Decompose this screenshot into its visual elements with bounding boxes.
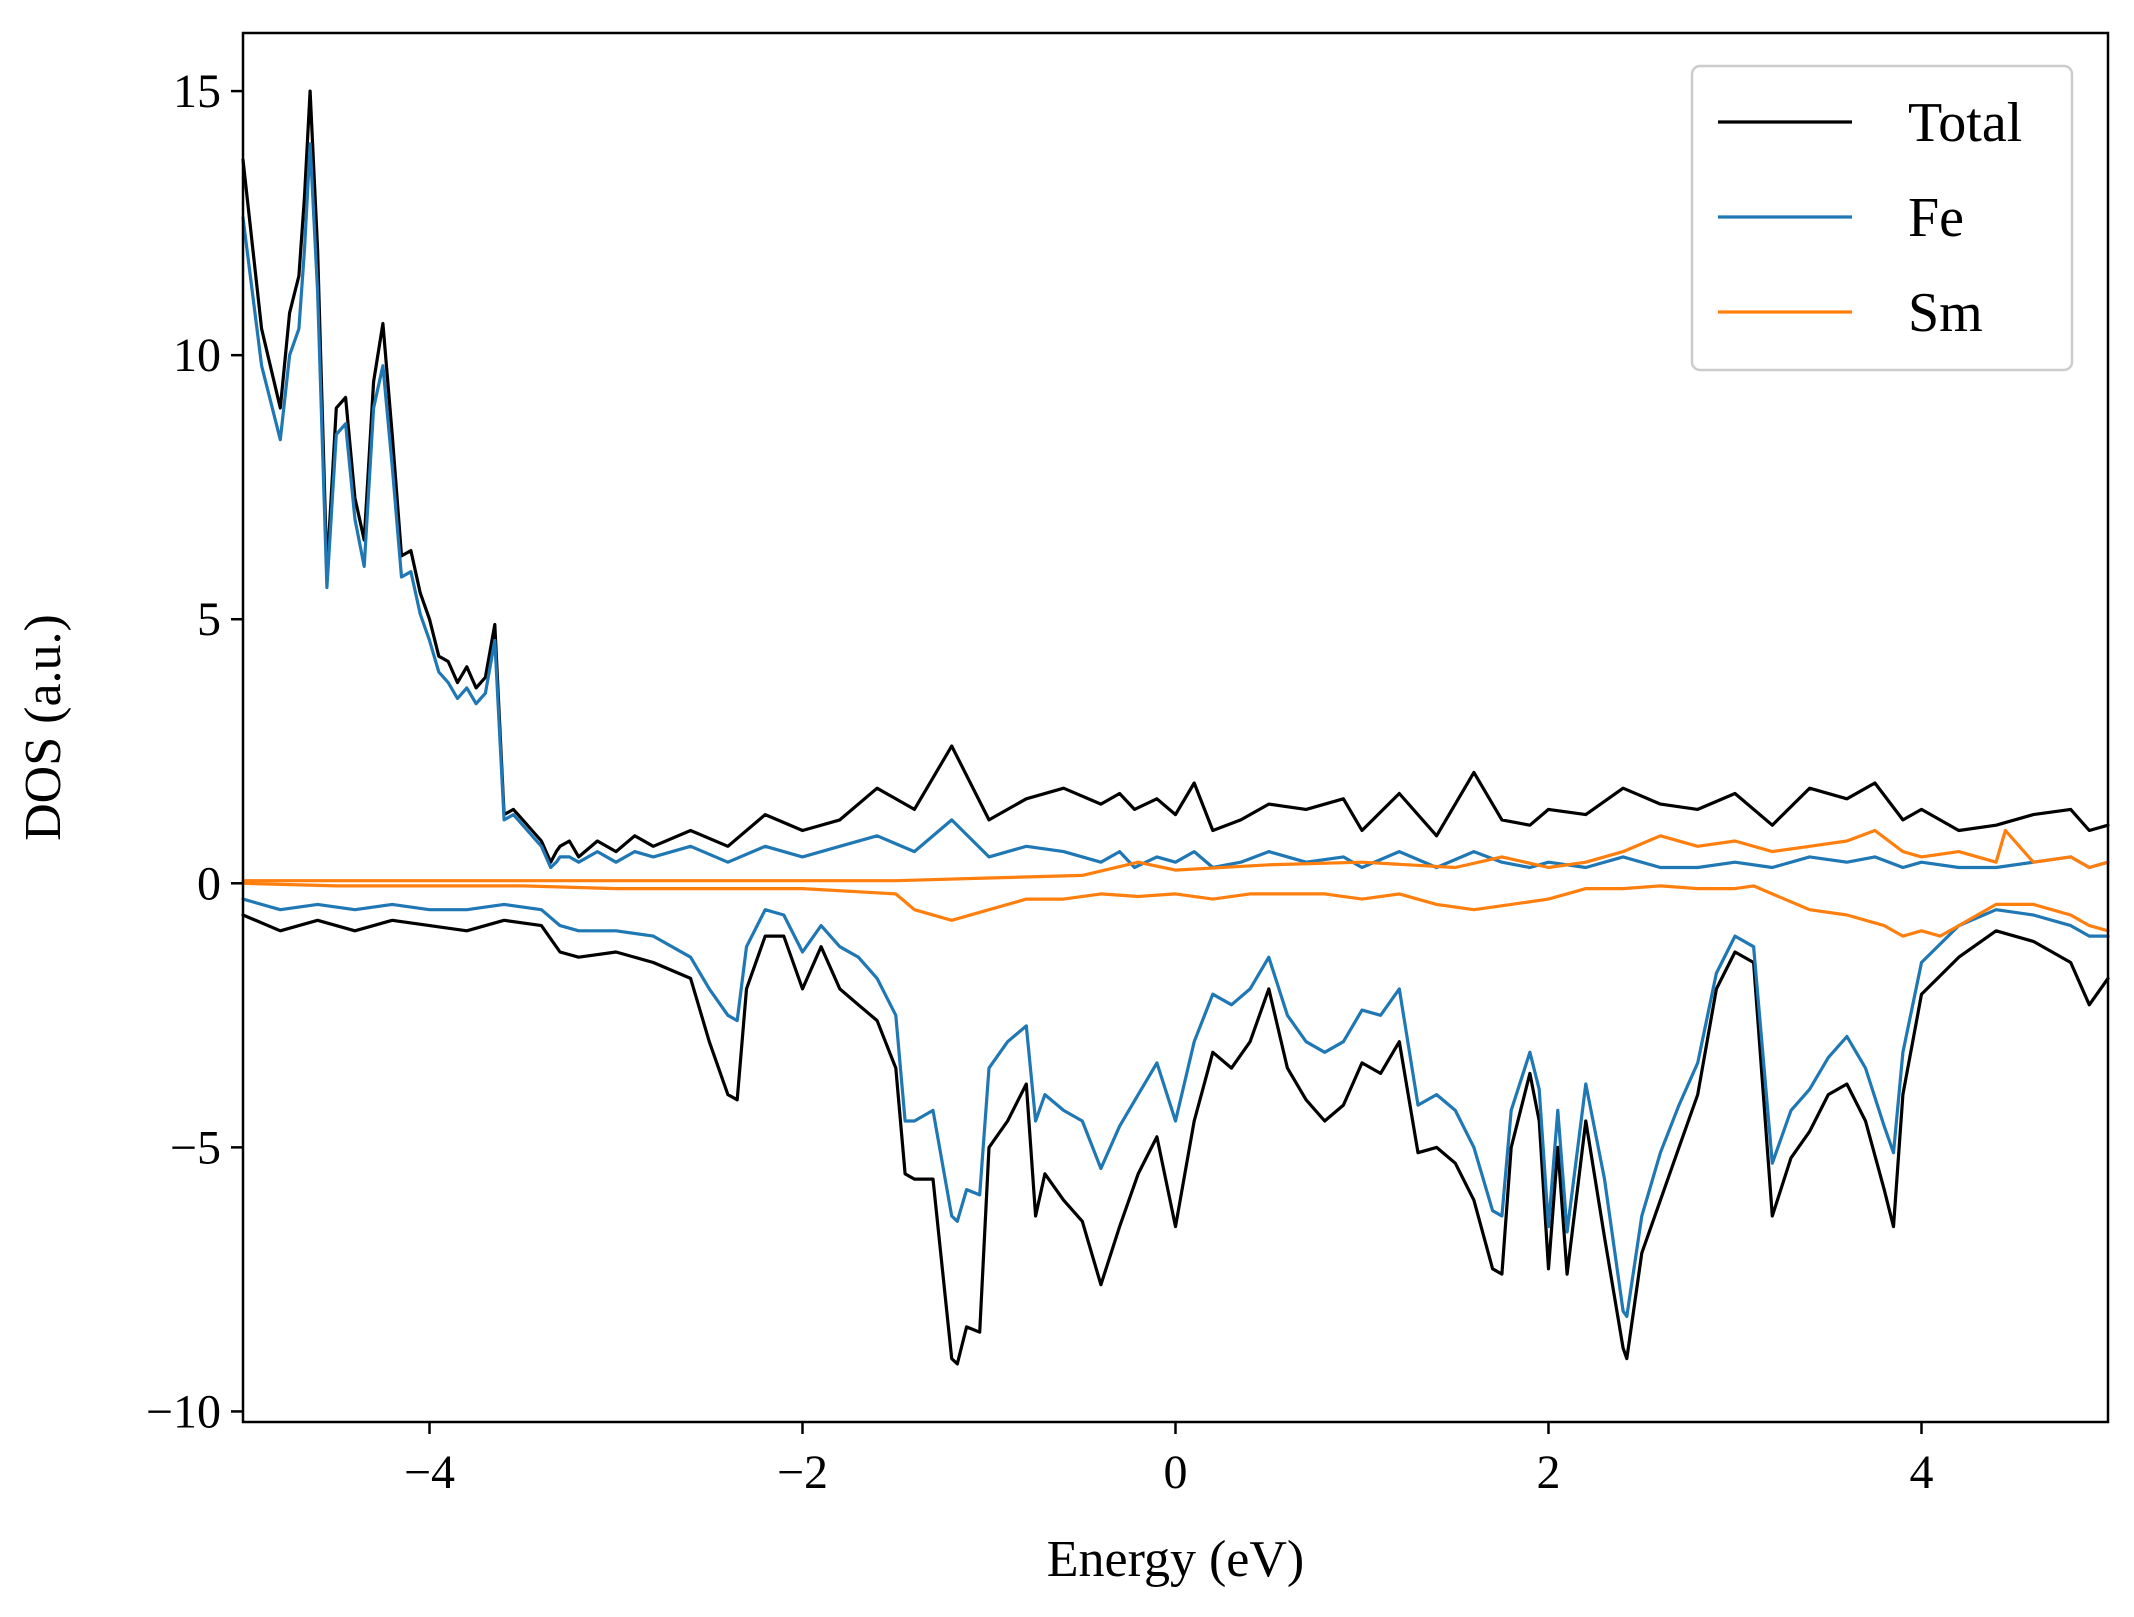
legend-label-total: Total [1908,92,2022,154]
series-line-total-0 [241,89,2110,864]
legend-box [1690,64,2074,372]
y-tick-label: 0 [197,857,221,910]
x-tick-label: 4 [1910,1446,1934,1499]
legend: Total Fe Sm [1690,64,2074,372]
series-layer [241,89,2110,1366]
y-axis-ticks: −10 −5 0 5 10 15 [146,65,243,1438]
series-line-fe-1 [241,142,2110,870]
series-line-sm-2 [241,828,2110,883]
y-tick-label: −5 [170,1121,221,1174]
x-tick-label: −4 [404,1446,455,1499]
x-axis-title: Energy (eV) [1047,1531,1305,1588]
x-tick-label: 2 [1537,1446,1561,1499]
series-line-total-3 [241,913,2110,1366]
x-tick-label: 0 [1164,1446,1188,1499]
series-line-fe-4 [241,897,2110,1318]
y-axis-title: DOS (a.u.) [15,614,72,841]
y-tick-label: −10 [146,1385,221,1438]
x-tick-label: −2 [777,1446,828,1499]
series-line-sm-5 [241,881,2110,938]
x-axis-ticks: −4 −2 0 2 4 [404,1422,1934,1499]
y-tick-label: 5 [197,593,221,646]
legend-label-fe: Fe [1908,187,1964,249]
y-tick-label: 10 [173,329,221,382]
y-tick-label: 15 [173,65,221,118]
legend-label-sm: Sm [1908,282,1983,344]
